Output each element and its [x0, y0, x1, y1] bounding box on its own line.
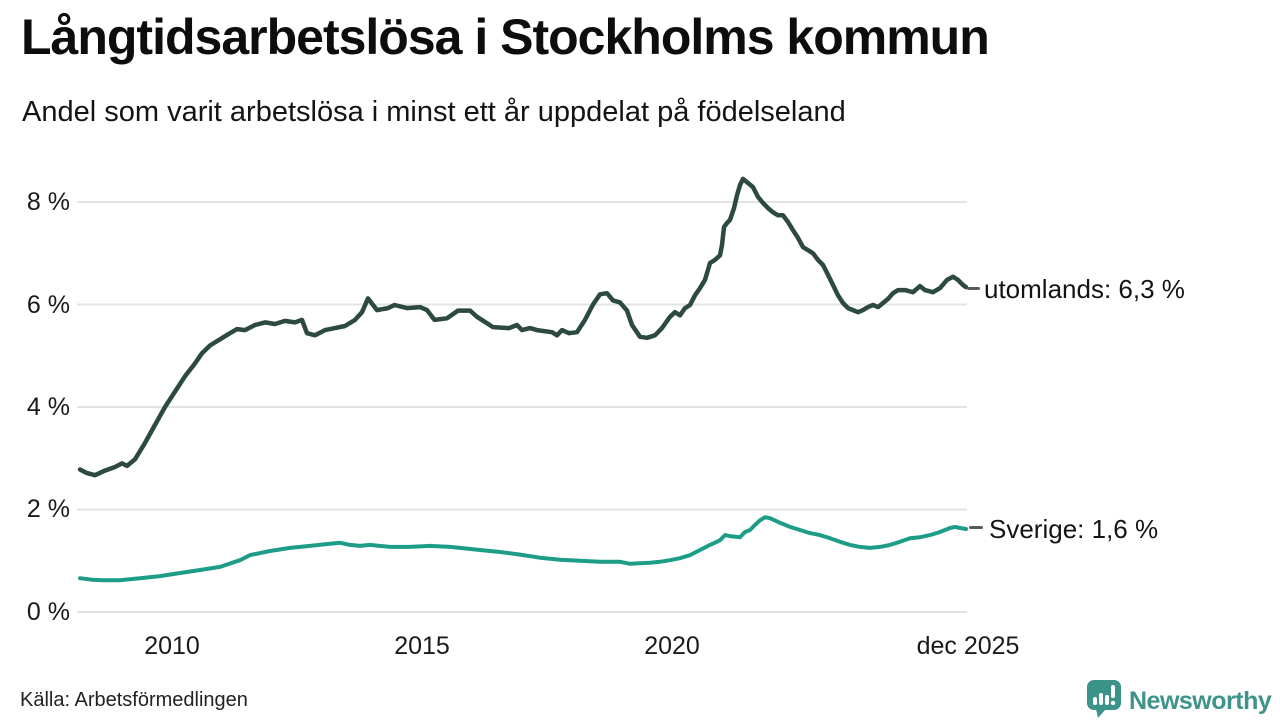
newsworthy-wordmark: Newsworthy	[1129, 687, 1272, 715]
y-tick-8: 8 %	[26, 188, 70, 216]
x-tick-2020: 2020	[644, 632, 700, 660]
line-utomlands	[77, 176, 969, 478]
x-tick-dec2025: dec 2025	[916, 632, 1020, 660]
x-tick-2015: 2015	[394, 632, 450, 660]
x-tick-2010: 2010	[144, 632, 200, 660]
chart-subtitle: Andel som varit arbetslösa i minst ett å…	[22, 96, 846, 128]
utomlands-label-dash	[967, 287, 980, 290]
line-sverige	[78, 515, 968, 583]
source-note: Källa: Arbetsförmedlingen	[20, 689, 248, 711]
y-tick-4: 4 %	[26, 393, 70, 421]
series-label-sverige: Sverige: 1,6 %	[989, 514, 1159, 544]
series-label-utomlands: utomlands: 6,3 %	[984, 274, 1185, 304]
newsworthy-logo-icon	[1086, 679, 1123, 720]
page-title: Långtidsarbetslösa i Stockholms kommun	[21, 9, 990, 65]
y-tick-2: 2 %	[26, 495, 70, 523]
sverige-label-dash	[969, 526, 983, 529]
y-tick-6: 6 %	[26, 291, 70, 319]
y-tick-0: 0 %	[26, 598, 70, 626]
newsworthy-brand: Newsworthy	[1086, 679, 1272, 720]
